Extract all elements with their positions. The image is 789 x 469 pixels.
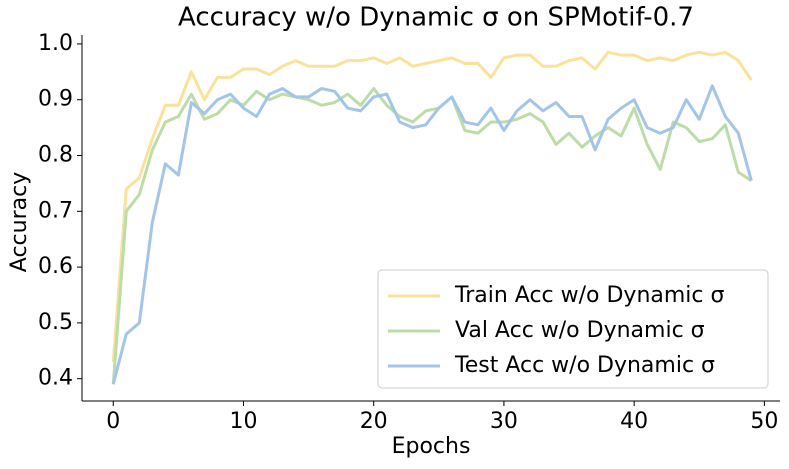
y-axis-label: Accuracy (7, 172, 32, 272)
x-tick-label: 0 (106, 409, 120, 434)
y-tick-label: 0.6 (38, 254, 73, 279)
y-tick-label: 0.5 (38, 310, 73, 335)
x-tick-label: 40 (620, 409, 648, 434)
y-tick-label: 0.8 (38, 143, 73, 168)
data-line (111, 87, 753, 385)
x-tick-label: 20 (360, 409, 388, 434)
x-tick-label: 10 (229, 409, 257, 434)
legend-label: Train Acc w/o Dynamic σ (454, 283, 725, 308)
y-tick-label: 1.0 (38, 31, 73, 56)
x-axis-label: Epochs (392, 434, 471, 459)
data-line (111, 50, 753, 363)
x-tick-label: 50 (750, 409, 778, 434)
legend-label: Val Acc w/o Dynamic σ (455, 318, 705, 343)
y-tick-label: 0.4 (38, 366, 73, 391)
y-tick-label: 0.9 (38, 87, 73, 112)
legend-label: Test Acc w/o Dynamic σ (454, 353, 715, 378)
data-line (111, 84, 753, 385)
y-tick-label: 0.7 (38, 198, 73, 223)
chart-title: Accuracy w/o Dynamic σ on SPMotif-0.7 (178, 3, 694, 33)
x-tick-label: 30 (490, 409, 518, 434)
legend-box (377, 269, 769, 389)
